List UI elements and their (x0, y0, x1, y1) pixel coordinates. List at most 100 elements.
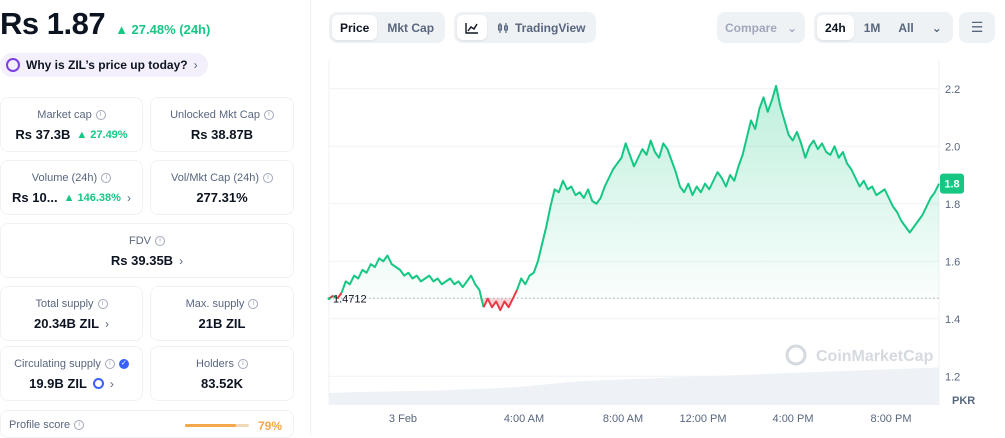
price-header: Rs 1.87 ▲ 27.48% (24h) (0, 6, 210, 42)
volume-change: ▲ 146.38% (63, 191, 121, 204)
x-tick-label: 3 Feb (389, 413, 417, 425)
line-chart-icon (465, 22, 478, 34)
holders-card[interactable]: Holders i 83.52K (150, 346, 294, 401)
info-icon[interactable]: i (95, 110, 106, 120)
max-supply-label: Max. supply (185, 298, 245, 310)
baseline-value-label: 1.4712 (333, 293, 367, 305)
circulating-supply-label: Circulating supply (14, 358, 101, 370)
line-chart-button[interactable] (457, 15, 487, 40)
chevron-right-icon[interactable]: › (105, 316, 110, 331)
time-range-tabs: 24h 1M All ⌄ (814, 12, 953, 43)
why-price-up-label: Why is ZIL’s price up today? (26, 58, 188, 72)
price-area-down (329, 298, 939, 311)
current-price-tag (940, 173, 964, 194)
chevron-down-icon: ⌄ (786, 20, 798, 35)
price-line-segment (482, 289, 518, 312)
vol-mkt-cap-label: Vol/Mkt Cap (24h) (170, 172, 260, 184)
sliders-icon: ☰ (970, 19, 984, 35)
current-price-label: 1.8 (944, 179, 959, 191)
vol-mkt-cap-card[interactable]: Vol/Mkt Cap (24h) i 277.31% (150, 160, 294, 215)
info-icon[interactable]: i (263, 110, 274, 120)
y-tick-label: 1.8 (945, 199, 960, 211)
supply-progress-ring-icon (92, 378, 104, 389)
max-supply-card[interactable]: Max. supply i 21B ZIL (150, 286, 294, 341)
total-supply-value: 20.34B ZIL (33, 316, 100, 331)
range-24h[interactable]: 24h (817, 15, 854, 40)
tradingview-button[interactable]: TradingView (489, 15, 593, 40)
unlocked-mkt-cap-label: Unlocked Mkt Cap (170, 109, 260, 121)
unlocked-mkt-cap-value: Rs 38.87B (190, 127, 254, 142)
compare-label: Compare (724, 20, 777, 35)
range-all[interactable]: All (898, 20, 914, 35)
x-tick-label: 12:00 PM (679, 413, 726, 425)
currency-label: PKR (952, 395, 975, 407)
coinmarketcap-logo-icon (785, 344, 807, 366)
y-tick-label: 2.0 (945, 141, 960, 153)
watermark-text: CoinMarketCap (816, 348, 934, 365)
chevron-right-icon[interactable]: › (126, 190, 131, 205)
verified-check-icon: ✓ (118, 359, 129, 369)
coin-stats-panel: Rs 1.87 ▲ 27.48% (24h) Why is ZIL’s pric… (0, 0, 300, 438)
info-icon[interactable]: i (101, 173, 112, 183)
total-supply-label: Total supply (35, 298, 94, 310)
info-icon[interactable]: i (237, 359, 248, 369)
x-tick-label: 8:00 PM (871, 413, 912, 425)
price-line-segment (340, 254, 485, 308)
market-cap-label: Market cap (37, 109, 92, 121)
market-cap-value: Rs 37.3B (15, 127, 71, 142)
max-supply-value: 21B ZIL (198, 316, 246, 331)
circulating-supply-card[interactable]: Circulating supply i ✓ 19.9B ZIL › (0, 346, 143, 401)
price-line-segment (332, 294, 338, 300)
y-tick-label: 1.4 (945, 314, 960, 326)
tab-price[interactable]: Price (332, 15, 378, 40)
fdv-value: Rs 39.35B (110, 253, 174, 268)
price-change-24h: ▲ 27.48% (24h) (115, 22, 211, 37)
market-cap-change: ▲ 27.49% (76, 128, 128, 141)
holders-label: Holders (196, 358, 234, 370)
chart-type-tabs: Price Mkt Cap (329, 12, 446, 43)
profile-score-label: Profile score (9, 419, 71, 431)
chart-style-tabs: TradingView (454, 12, 597, 43)
circulating-supply-value: 19.9B ZIL (29, 376, 87, 391)
x-tick-label: 4:00 PM (773, 413, 814, 425)
info-icon[interactable]: i (74, 420, 85, 430)
volume-label: Volume (24h) (31, 172, 98, 184)
price-chart[interactable]: 2.2 2.0 1.8 1.6 1.4 1.2 PKR CoinMarketCap 1.4712… (311, 0, 1005, 435)
chart-settings-button[interactable]: ☰ (959, 12, 995, 43)
compare-dropdown[interactable]: Compare ⌄ (717, 12, 805, 43)
candlestick-icon (498, 22, 508, 33)
y-tick-label: 2.2 (945, 84, 960, 96)
price-line-segment (516, 84, 940, 291)
holders-value: 83.52K (201, 376, 243, 391)
volume-value: Rs 10... (12, 190, 58, 205)
why-price-up-button[interactable]: Why is ZIL’s price up today? › (0, 53, 208, 77)
tab-mkt-cap[interactable]: Mkt Cap (387, 20, 435, 35)
info-icon[interactable]: i (248, 299, 259, 309)
y-tick-label: 1.6 (945, 256, 960, 268)
profile-score-fill (185, 424, 236, 427)
profile-score-card[interactable]: Profile score i 79% (0, 410, 294, 438)
chart-panel: Price Mkt Cap TradingView Compare ⌄ 24h … (310, 0, 1005, 435)
fdv-card[interactable]: FDV i Rs 39.35B › (0, 223, 294, 278)
info-icon[interactable]: i (104, 359, 115, 369)
x-tick-label: 8:00 AM (603, 413, 643, 425)
profile-score-bar (185, 424, 249, 427)
range-1m[interactable]: 1M (863, 20, 881, 35)
vol-mkt-cap-value: 277.31% (196, 190, 248, 205)
unlocked-mkt-cap-card[interactable]: Unlocked Mkt Cap i Rs 38.87B (150, 97, 294, 152)
tradingview-label: TradingView (515, 20, 586, 35)
market-cap-card[interactable]: Market cap i Rs 37.3B ▲ 27.49% (0, 97, 143, 152)
fdv-label: FDV (129, 235, 151, 247)
y-tick-label: 1.2 (945, 371, 960, 383)
chevron-down-icon: ⌄ (931, 20, 942, 35)
info-icon[interactable]: i (263, 173, 274, 183)
volume-card[interactable]: Volume (24h) i Rs 10... ▲ 146.38% › (0, 160, 143, 215)
range-more-dropdown[interactable]: ⌄ (924, 15, 950, 40)
start-dot (327, 297, 331, 301)
info-icon[interactable]: i (155, 236, 165, 246)
x-tick-label: 4:00 AM (504, 413, 544, 425)
chevron-right-icon[interactable]: › (179, 253, 184, 268)
info-icon[interactable]: i (97, 299, 108, 309)
chevron-right-icon[interactable]: › (109, 376, 114, 391)
total-supply-card[interactable]: Total supply i 20.34B ZIL › (0, 286, 143, 341)
